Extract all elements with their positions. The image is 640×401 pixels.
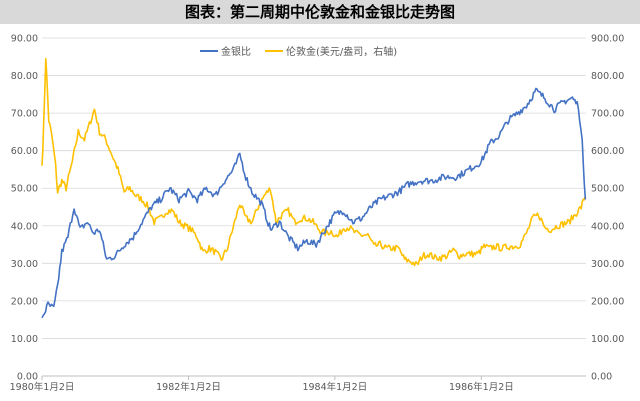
gold-silver-ratio-line — [41, 87, 587, 319]
x-tick-label: 1980年1月2日 — [10, 381, 75, 393]
left-tick-label: 80.00 — [11, 71, 38, 82]
right-tick-label: 500.00 — [591, 184, 624, 195]
right-tick-label: 700.00 — [591, 109, 624, 120]
left-tick-label: 90.00 — [11, 34, 38, 45]
left-tick-label: 60.00 — [11, 146, 38, 157]
left-tick-label: 20.00 — [11, 296, 38, 307]
x-tick-label: 1982年1月2日 — [156, 381, 221, 393]
right-tick-label: 200.00 — [591, 296, 624, 307]
right-tick-label: 0.00 — [591, 372, 612, 383]
left-tick-label: 0.00 — [17, 372, 38, 383]
right-tick-label: 400.00 — [591, 221, 624, 232]
left-tick-label: 30.00 — [11, 259, 38, 270]
left-tick-label: 40.00 — [11, 221, 38, 232]
right-tick-label: 800.00 — [591, 71, 624, 82]
right-tick-label: 100.00 — [591, 334, 624, 345]
right-tick-label: 300.00 — [591, 259, 624, 270]
right-tick-label: 900.00 — [591, 34, 624, 45]
gold-price-line — [41, 57, 587, 267]
legend-label-gold: 伦敦金(美元/盎司，右轴) — [286, 45, 397, 58]
legend-label-ratio: 金银比 — [221, 45, 251, 58]
x-tick-label: 1986年1月2日 — [449, 381, 514, 393]
x-tick-label: 1984年1月2日 — [302, 381, 367, 393]
left-tick-label: 70.00 — [11, 109, 38, 120]
left-tick-label: 10.00 — [11, 334, 38, 345]
right-tick-label: 600.00 — [591, 146, 624, 157]
chart-title: 图表：第二周期中伦敦金和金银比走势图 — [0, 0, 640, 24]
left-tick-label: 50.00 — [11, 184, 38, 195]
